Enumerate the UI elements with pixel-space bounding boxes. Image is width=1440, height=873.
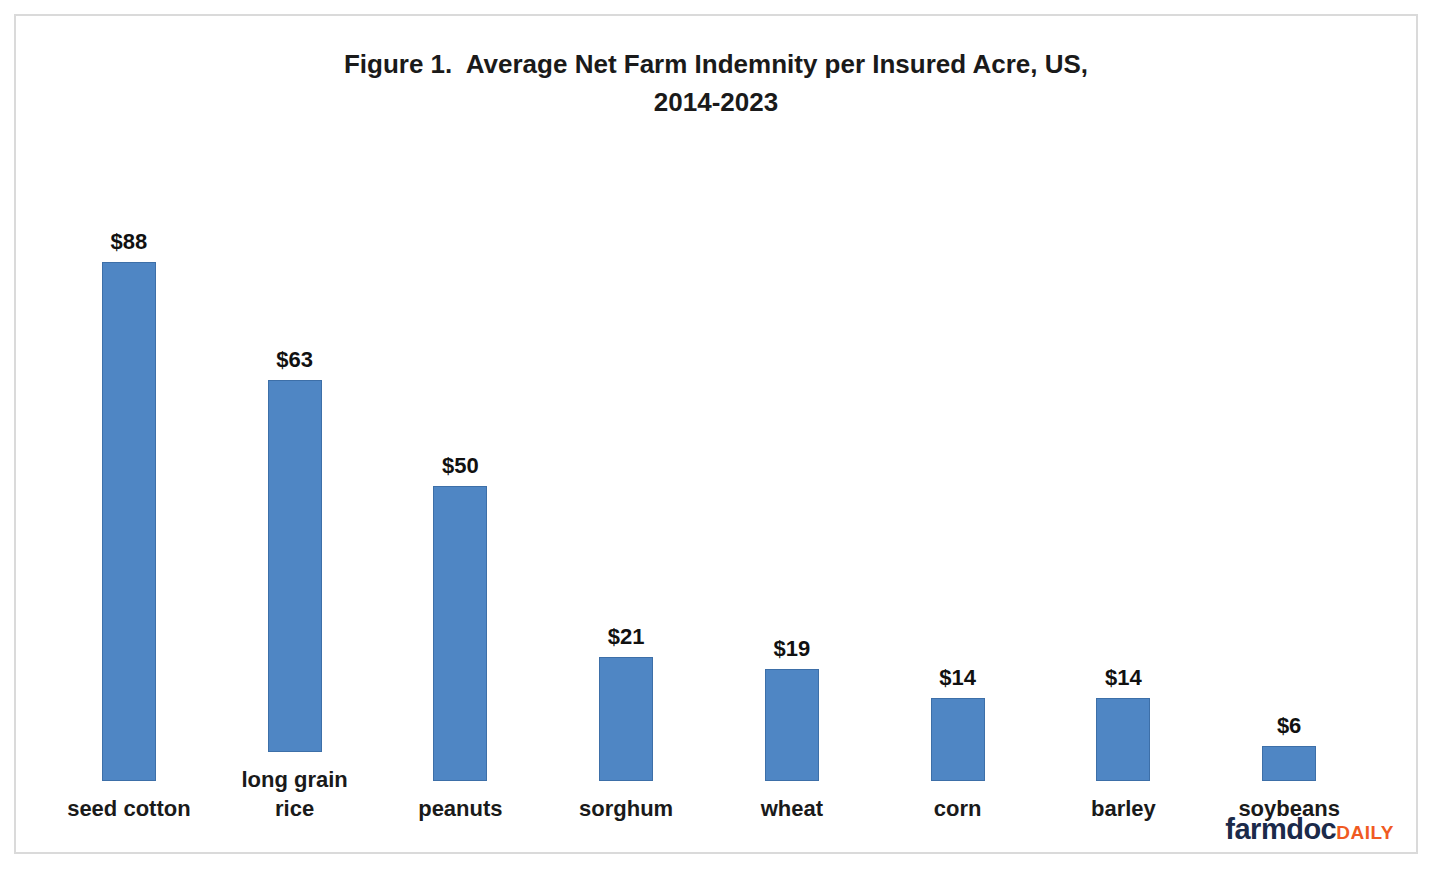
bar-area: $21 bbox=[599, 181, 653, 781]
bar-group-sorghum: $21 sorghum bbox=[543, 181, 709, 824]
bar-soybeans bbox=[1262, 746, 1316, 781]
bar-group-soybeans: $6soybeans bbox=[1206, 181, 1372, 824]
category-label: seed cotton bbox=[67, 795, 190, 824]
bar-value-label: $88 bbox=[111, 229, 148, 255]
bar-value-label: $6 bbox=[1277, 713, 1301, 739]
bar-area: $63 bbox=[268, 152, 322, 752]
bar-barley bbox=[1096, 698, 1150, 781]
chart-title-line-2: 2014-2023 bbox=[16, 84, 1416, 122]
bar-value-label: $63 bbox=[276, 347, 313, 373]
category-label: wheat bbox=[761, 795, 823, 824]
bar-group-barley: $14 barley bbox=[1041, 181, 1207, 824]
category-label: sorghum bbox=[579, 795, 673, 824]
bar-group-seed-cotton: $88 seed cotton bbox=[46, 181, 212, 824]
chart-title-line-1: Figure 1. Average Net Farm Indemnity per… bbox=[16, 46, 1416, 84]
bar-long-grain-rice bbox=[268, 380, 322, 752]
category-label: barley bbox=[1091, 795, 1156, 824]
farmdoc-logo-text: farmdoc bbox=[1225, 813, 1336, 846]
bar-sorghum bbox=[599, 657, 653, 781]
chart-title: Figure 1. Average Net Farm Indemnity per… bbox=[16, 46, 1416, 121]
bar-value-label: $14 bbox=[939, 665, 976, 691]
bar-area: $88 bbox=[102, 181, 156, 781]
category-label: corn bbox=[934, 795, 982, 824]
bar-seed-cotton bbox=[102, 262, 156, 781]
bar-area: $14 bbox=[931, 181, 985, 781]
bar-group-corn: $14 corn bbox=[875, 181, 1041, 824]
bar-value-label: $21 bbox=[608, 624, 645, 650]
farmdoc-daily-logo: farmdocDAILY bbox=[1225, 813, 1394, 846]
bar-group-long-grain-rice: $63 long grain rice bbox=[212, 152, 378, 823]
bar-wheat bbox=[765, 669, 819, 781]
bar-group-peanuts: $50 peanuts bbox=[378, 181, 544, 824]
bar-value-label: $19 bbox=[774, 636, 811, 662]
bar-peanuts bbox=[433, 486, 487, 781]
bar-area: $6 bbox=[1262, 181, 1316, 781]
category-label: peanuts bbox=[418, 795, 502, 824]
bar-group-wheat: $19 wheat bbox=[709, 181, 875, 824]
bar-value-label: $50 bbox=[442, 453, 479, 479]
bar-area: $14 bbox=[1096, 181, 1150, 781]
bar-area: $19 bbox=[765, 181, 819, 781]
category-label: long grain rice bbox=[241, 766, 347, 823]
bar-corn bbox=[931, 698, 985, 781]
bar-chart: $88 seed cotton $63 long grain rice $50 peanu… bbox=[46, 152, 1372, 823]
bar-value-label: $14 bbox=[1105, 665, 1142, 691]
daily-logo-text: DAILY bbox=[1336, 822, 1394, 844]
chart-card: Figure 1. Average Net Farm Indemnity per… bbox=[14, 14, 1418, 854]
bar-area: $50 bbox=[433, 181, 487, 781]
